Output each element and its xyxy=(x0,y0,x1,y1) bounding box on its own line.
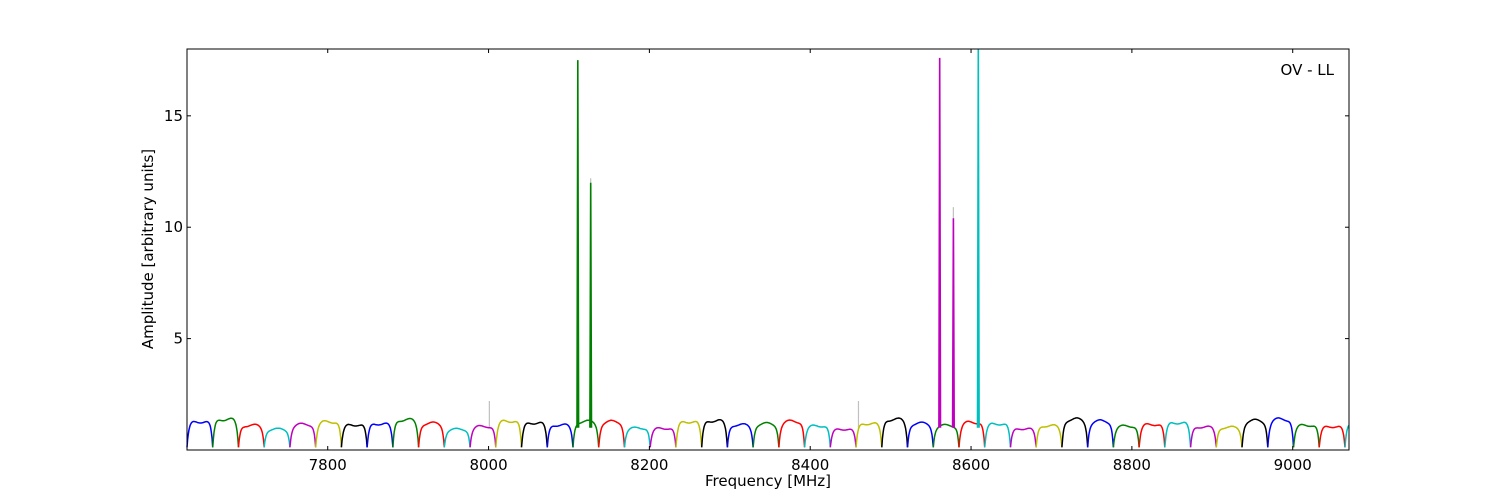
rfi-spike xyxy=(576,60,580,428)
rfi-spike xyxy=(976,48,980,428)
x-tick-label: 8600 xyxy=(952,456,990,474)
channel-bandpass xyxy=(803,424,832,448)
channel-bandpass xyxy=(726,422,754,448)
x-tick-label: 9000 xyxy=(1274,456,1312,474)
channel-bandpass xyxy=(392,417,420,448)
channel-bandpass xyxy=(1112,424,1140,448)
channel-bandpass xyxy=(752,421,780,448)
ticks-layer: 7800 8000 8200 8400 8600 8800 9000 5 10 15 xyxy=(164,49,1349,474)
channel-bandpass xyxy=(1267,417,1295,448)
channel-bandpass xyxy=(1318,425,1346,448)
channel-bandpass xyxy=(983,422,1012,448)
channel-bandpass xyxy=(495,419,523,448)
chart-annotation: OV - LL xyxy=(1281,61,1335,79)
channel-bandpass xyxy=(1344,424,1350,448)
channel-bandpass xyxy=(597,419,626,448)
channel-bandpass xyxy=(1164,421,1192,448)
channel-bandpass xyxy=(263,427,291,448)
channel-bandpass xyxy=(1215,425,1243,448)
channel-bandpass xyxy=(1189,425,1218,448)
channel-bandpass xyxy=(1061,417,1089,448)
channel-bandpass xyxy=(211,417,240,448)
channel-bandpass xyxy=(1292,423,1320,448)
x-tick-label: 8000 xyxy=(469,456,507,474)
channel-bandpass xyxy=(314,419,343,448)
channel-bandpass xyxy=(1009,427,1037,448)
channel-bandpass xyxy=(906,421,935,448)
channel-bandpass xyxy=(855,422,883,448)
channel-bandpass xyxy=(520,421,549,448)
y-axis-label: Amplitude [arbitrary units] xyxy=(139,149,157,349)
rfi-spike xyxy=(589,182,593,428)
channel-bandpass xyxy=(1086,419,1115,448)
x-tick-label: 8200 xyxy=(630,456,668,474)
x-tick-label: 8800 xyxy=(1113,456,1151,474)
channel-bandpass xyxy=(469,424,497,448)
plot-frame xyxy=(186,48,1350,451)
y-tick-label: 5 xyxy=(173,330,183,348)
channel-bandpass xyxy=(700,418,729,448)
channel-bandpass xyxy=(881,417,909,448)
x-tick-label: 7800 xyxy=(309,456,347,474)
rfi-spike xyxy=(951,218,956,428)
channel-bandpass xyxy=(443,427,471,448)
channel-bandpass xyxy=(1241,418,1269,448)
channel-bandpass xyxy=(829,428,857,448)
x-tick-label: 8400 xyxy=(791,456,829,474)
channel-bandpass xyxy=(623,426,651,448)
rfi-spike xyxy=(938,57,942,428)
series-layer xyxy=(186,48,1350,448)
channel-bandpass xyxy=(778,419,806,448)
channel-bandpass xyxy=(417,421,446,448)
channel-bandpass xyxy=(289,422,317,448)
channel-bandpass xyxy=(237,423,265,448)
channel-bandpass xyxy=(546,423,574,448)
channel-bandpass xyxy=(649,426,677,448)
channel-bandpass xyxy=(1138,422,1166,448)
channel-bandpass xyxy=(340,423,368,448)
channel-bandpass xyxy=(675,420,703,448)
channel-bandpass xyxy=(366,422,394,448)
channel-bandpass xyxy=(932,423,960,448)
y-tick-label: 10 xyxy=(164,218,183,236)
x-axis-label: Frequency [MHz] xyxy=(705,472,831,490)
channel-bandpass xyxy=(186,420,214,448)
y-tick-label: 15 xyxy=(164,107,183,125)
channel-bandpass xyxy=(1035,424,1063,448)
channel-bandpass xyxy=(958,420,986,448)
